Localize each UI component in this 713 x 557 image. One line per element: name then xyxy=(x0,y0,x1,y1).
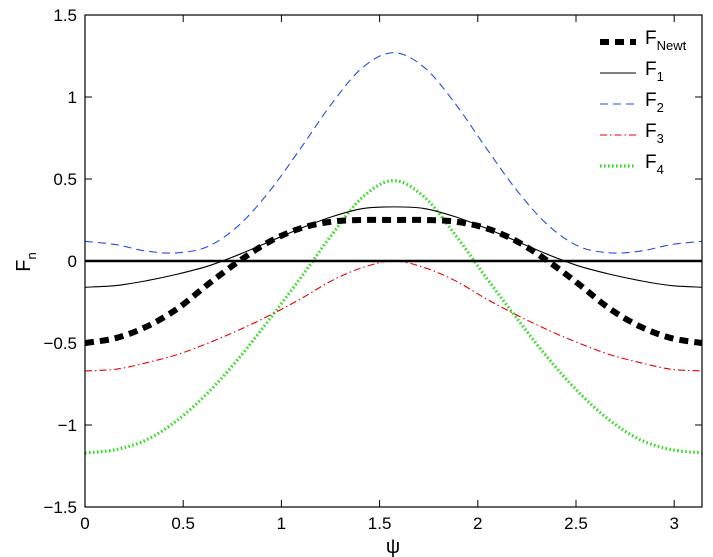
legend-label-sub: 4 xyxy=(657,162,664,177)
x-tick-labels: 0 0.5 1 1.5 2 2.5 3 xyxy=(80,514,679,533)
series-line-f-1 xyxy=(84,206,703,288)
ticks-layer xyxy=(84,14,702,508)
legend-label-main: F xyxy=(645,28,657,49)
series-line-f-newt xyxy=(84,216,703,346)
y-tick-label: −1.5 xyxy=(43,498,77,517)
x-tick-label: 1.5 xyxy=(368,514,392,533)
y-tick-label: 0 xyxy=(68,252,77,271)
legend-label-main: F xyxy=(645,90,657,111)
x-tick-label: 0.5 xyxy=(171,514,195,533)
svg-text:Fn: Fn xyxy=(13,252,39,271)
x-tick-label: 2 xyxy=(473,514,482,533)
legend-label-main: F xyxy=(645,59,657,80)
legend-label-sub: 2 xyxy=(657,100,664,115)
legend-label: FNewt xyxy=(645,28,687,53)
y-tick-labels: −1.5 −1 −0.5 0 0.5 1 1.5 xyxy=(43,6,77,517)
y-axis-title-sub: n xyxy=(24,252,39,259)
y-axis-title-main: F xyxy=(13,260,35,272)
legend-label-sub: 1 xyxy=(657,69,664,84)
x-axis-title: ψ xyxy=(386,536,400,557)
series-line-f-3 xyxy=(84,260,703,372)
x-tick-label: 3 xyxy=(669,514,678,533)
legend-label-sub: 3 xyxy=(657,131,664,146)
y-axis-title: Fn xyxy=(13,252,39,271)
legend-label-main: F xyxy=(645,152,657,173)
series-line-f-2 xyxy=(84,52,703,254)
y-tick-label: −1 xyxy=(58,416,77,435)
legend-label: F4 xyxy=(645,152,664,177)
series-layer xyxy=(84,52,703,455)
y-tick-label: 0.5 xyxy=(53,170,77,189)
legend-label-main: F xyxy=(645,121,657,142)
y-tick-label: 1 xyxy=(68,88,77,107)
x-tick-label: 1 xyxy=(277,514,286,533)
series-line-f-4 xyxy=(84,179,703,455)
y-tick-label: 1.5 xyxy=(53,6,77,25)
legend-label: F2 xyxy=(645,90,664,115)
legend-label: F1 xyxy=(645,59,664,84)
legend-label-sub: Newt xyxy=(657,38,687,53)
y-tick-label: −0.5 xyxy=(43,334,77,353)
x-tick-label: 2.5 xyxy=(564,514,588,533)
x-tick-label: 0 xyxy=(80,514,89,533)
legend-label: F3 xyxy=(645,121,664,146)
